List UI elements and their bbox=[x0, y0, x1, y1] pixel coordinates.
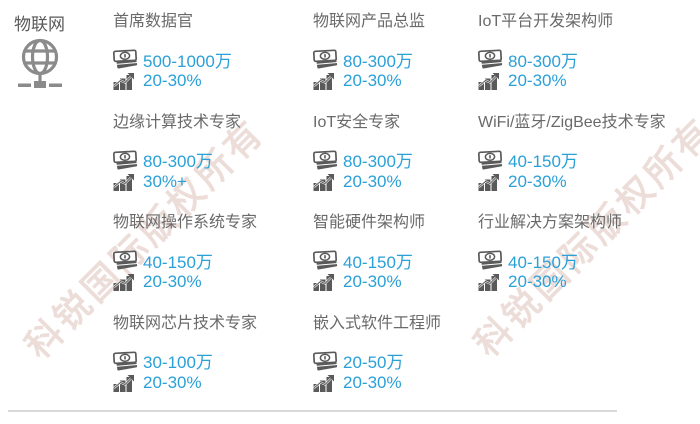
growth-value: 20-30% bbox=[143, 372, 202, 392]
growth-chart-icon bbox=[478, 173, 508, 191]
salary-value: 40-150万 bbox=[143, 252, 213, 272]
salary-value: 40-150万 bbox=[343, 252, 413, 272]
growth-chart-icon bbox=[313, 173, 343, 191]
salary-value: 30-100万 bbox=[143, 353, 213, 372]
position-card: 边缘计算技术专家 80-300万 30%+ bbox=[113, 111, 313, 212]
growth-row: 20-30% bbox=[478, 70, 700, 92]
salary-row: 40-150万 bbox=[113, 249, 313, 272]
position-card: 智能硬件架构师 40-150万 20-30% bbox=[313, 211, 478, 312]
position-title: IoT平台开发架构师 bbox=[478, 13, 614, 30]
banknotes-icon bbox=[113, 350, 143, 371]
growth-chart-icon bbox=[113, 173, 143, 191]
growth-chart-icon bbox=[478, 273, 508, 291]
salary-row: 30-100万 bbox=[113, 350, 313, 372]
position-title: 嵌入式软件工程师 bbox=[313, 314, 442, 332]
growth-chart-icon bbox=[313, 273, 343, 291]
growth-value: 20-30% bbox=[143, 272, 202, 291]
growth-value: 20-30% bbox=[343, 71, 402, 90]
position-title: IoT安全专家 bbox=[313, 113, 401, 131]
position-title: 首席数据官 bbox=[113, 13, 194, 30]
position-title: WiFi/蓝牙/ZigBee技术专家 bbox=[478, 113, 666, 131]
salary-value: 40-150万 bbox=[508, 152, 578, 171]
growth-row: 30%+ bbox=[113, 171, 313, 193]
growth-row: 20-30% bbox=[478, 271, 700, 293]
growth-value: 20-30% bbox=[343, 171, 402, 191]
growth-row: 20-30% bbox=[313, 171, 478, 193]
growth-value: 20-30% bbox=[508, 171, 567, 191]
position-title: 物联网芯片技术专家 bbox=[113, 314, 258, 332]
salary-row: 40-150万 bbox=[478, 149, 700, 171]
banknotes-icon bbox=[113, 49, 143, 69]
growth-row: 20-30% bbox=[113, 271, 313, 293]
position-card: WiFi/蓝牙/ZigBee技术专家 40-150万 20-30% bbox=[478, 111, 700, 212]
salary-value: 80-300万 bbox=[343, 152, 413, 171]
position-card: IoT平台开发架构师 80-300万 20-30% bbox=[478, 10, 700, 111]
position-card: IoT安全专家 80-300万 20-30% bbox=[313, 111, 478, 212]
banknotes-icon bbox=[313, 350, 343, 371]
banknotes-icon bbox=[113, 149, 143, 170]
banknotes-icon bbox=[313, 250, 343, 270]
salary-value: 40-150万 bbox=[508, 252, 578, 272]
growth-row: 20-30% bbox=[113, 372, 313, 394]
position-card: 物联网芯片技术专家 30-100万 20-30% bbox=[113, 312, 313, 413]
salary-value: 80-300万 bbox=[508, 51, 578, 71]
position-card: 物联网产品总监 80-300万 20-30% bbox=[313, 10, 478, 111]
growth-row: 20-30% bbox=[478, 171, 700, 193]
growth-chart-icon bbox=[113, 374, 143, 392]
growth-value: 20-30% bbox=[343, 372, 402, 392]
position-card: 首席数据官 500-1000万 20-30% bbox=[113, 10, 313, 111]
position-card: 行业解决方案架构师 40-150万 20-30% bbox=[478, 211, 700, 312]
salary-row: 80-300万 bbox=[313, 48, 478, 71]
growth-chart-icon bbox=[478, 72, 508, 90]
banknotes-icon bbox=[313, 149, 343, 170]
salary-row: 40-150万 bbox=[313, 249, 478, 272]
category-label: 物联网 bbox=[14, 15, 65, 34]
position-title: 物联网产品总监 bbox=[313, 13, 426, 30]
growth-value: 20-30% bbox=[508, 71, 567, 90]
growth-row: 20-30% bbox=[313, 372, 478, 394]
position-title: 物联网操作系统专家 bbox=[113, 214, 258, 231]
banknotes-icon bbox=[478, 49, 508, 69]
growth-chart-icon bbox=[113, 72, 143, 90]
position-card: 嵌入式软件工程师 20-50万 20-30% bbox=[313, 312, 478, 413]
position-card: 物联网操作系统专家 40-150万 20-30% bbox=[113, 211, 313, 312]
position-title: 行业解决方案架构师 bbox=[478, 214, 623, 231]
growth-row: 20-30% bbox=[313, 70, 478, 92]
position-title: 边缘计算技术专家 bbox=[113, 113, 242, 131]
globe-network-icon bbox=[12, 36, 68, 95]
position-title: 智能硬件架构师 bbox=[313, 214, 426, 231]
salary-value: 80-300万 bbox=[343, 51, 413, 71]
growth-row: 20-30% bbox=[113, 70, 313, 92]
salary-row: 20-50万 bbox=[313, 350, 478, 372]
growth-value: 30%+ bbox=[143, 171, 187, 191]
growth-chart-icon bbox=[113, 273, 143, 291]
positions-grid: 首席数据官 500-1000万 20-30% 物联网产品总监 80-300万 2… bbox=[113, 10, 700, 412]
growth-value: 20-30% bbox=[343, 272, 402, 291]
growth-chart-icon bbox=[313, 374, 343, 392]
growth-value: 20-30% bbox=[143, 71, 202, 90]
banknotes-icon bbox=[478, 250, 508, 270]
salary-value: 500-1000万 bbox=[143, 51, 232, 71]
banknotes-icon bbox=[113, 250, 143, 270]
growth-value: 20-30% bbox=[508, 272, 567, 291]
banknotes-icon bbox=[478, 149, 508, 170]
salary-row: 80-300万 bbox=[313, 149, 478, 171]
bottom-divider bbox=[8, 410, 617, 412]
salary-row: 80-300万 bbox=[113, 149, 313, 171]
banknotes-icon bbox=[313, 49, 343, 69]
salary-row: 80-300万 bbox=[478, 48, 700, 71]
growth-row: 20-30% bbox=[313, 271, 478, 293]
salary-value: 80-300万 bbox=[143, 152, 213, 171]
salary-value: 20-50万 bbox=[343, 353, 404, 372]
salary-row: 40-150万 bbox=[478, 249, 700, 272]
salary-row: 500-1000万 bbox=[113, 48, 313, 71]
growth-chart-icon bbox=[313, 72, 343, 90]
